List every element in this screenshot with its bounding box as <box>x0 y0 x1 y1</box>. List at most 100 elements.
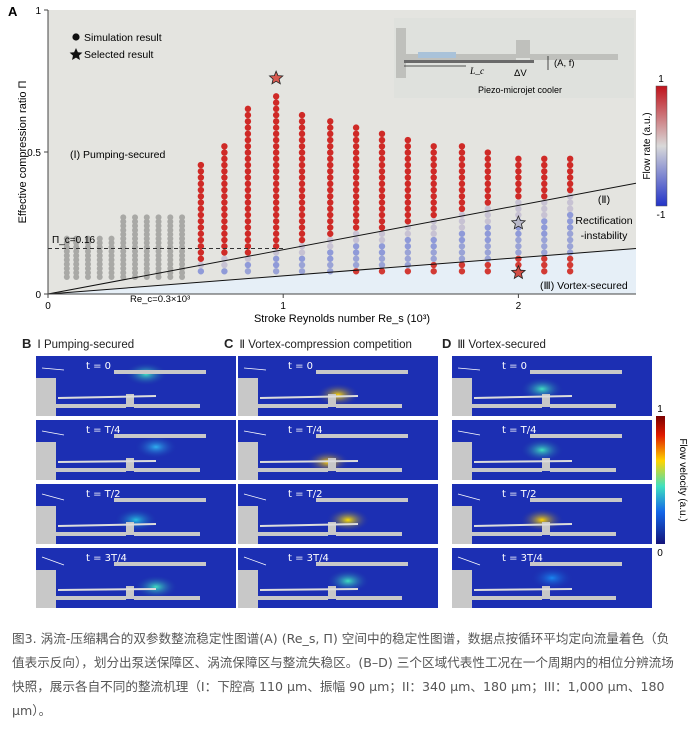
data-point <box>404 155 412 163</box>
panel-b-title: Ⅰ Pumping-secured <box>37 339 135 351</box>
data-point <box>566 243 574 250</box>
data-point <box>167 256 174 263</box>
data-point <box>84 239 91 246</box>
data-point <box>179 231 186 238</box>
flow-frame-d-2: t = T/2 <box>452 484 652 544</box>
legend-star-icon <box>69 48 83 61</box>
data-point <box>120 235 127 242</box>
frame-time-label: t = 0 <box>288 361 314 372</box>
data-point <box>272 105 280 113</box>
data-point <box>404 199 412 206</box>
data-point <box>221 243 228 250</box>
figure-caption: 图3. 涡流-压缩耦合的双参数整流稳定性图谱(A) (Re_s, Π) 空间中的… <box>12 631 674 718</box>
data-point <box>179 248 186 255</box>
data-point <box>430 230 437 237</box>
data-point <box>108 269 115 276</box>
data-point <box>179 218 186 225</box>
data-point <box>84 252 91 259</box>
frame-time-label: t = 0 <box>502 361 528 372</box>
region-label-pumping: (Ⅰ) Pumping-secured <box>70 149 165 161</box>
data-point <box>541 155 548 163</box>
data-point <box>221 161 228 169</box>
data-point <box>244 143 252 150</box>
data-point <box>155 235 162 242</box>
data-point <box>272 93 280 100</box>
data-point <box>352 130 360 138</box>
data-point <box>458 199 466 206</box>
data-point <box>298 174 306 181</box>
data-point <box>244 211 252 219</box>
data-point <box>515 155 522 163</box>
data-point <box>352 180 360 188</box>
data-point <box>566 168 574 175</box>
data-point <box>541 205 548 212</box>
data-point <box>378 161 386 169</box>
data-point <box>167 252 174 259</box>
data-point <box>63 235 70 242</box>
data-point <box>484 236 492 244</box>
data-point <box>272 168 280 175</box>
data-point <box>197 161 205 169</box>
data-point <box>96 248 103 255</box>
data-point <box>244 124 252 131</box>
data-point <box>541 224 548 231</box>
flow-field-graphic <box>452 548 652 608</box>
data-point <box>84 265 91 272</box>
data-point <box>327 174 334 181</box>
flow-field-graphic <box>238 356 438 416</box>
colorbar-min: -1 <box>657 210 666 221</box>
data-point <box>132 231 139 238</box>
data-point <box>272 205 280 212</box>
data-point <box>197 268 205 275</box>
data-point <box>244 136 252 144</box>
data-point <box>327 218 334 225</box>
data-point <box>430 193 437 200</box>
selected-points <box>268 70 527 280</box>
data-point <box>244 149 252 156</box>
data-point <box>73 265 80 272</box>
data-point <box>458 249 466 256</box>
data-point <box>430 180 437 188</box>
data-point <box>404 149 412 156</box>
data-point <box>352 155 360 163</box>
data-point <box>541 161 548 169</box>
data-point <box>155 256 162 263</box>
data-point <box>244 243 252 250</box>
data-point <box>143 265 150 272</box>
data-point <box>155 227 162 234</box>
data-point <box>327 168 334 175</box>
inset-membrane <box>404 60 534 63</box>
data-point <box>484 224 492 231</box>
data-point <box>484 161 492 169</box>
data-point <box>352 136 360 144</box>
data-point <box>327 261 334 269</box>
data-point <box>272 118 280 125</box>
data-point <box>132 252 139 259</box>
data-point <box>272 149 280 156</box>
data-point <box>244 105 252 113</box>
data-point <box>327 124 334 131</box>
data-point <box>515 205 522 212</box>
data-point <box>197 249 205 256</box>
data-point <box>458 155 466 163</box>
data-point <box>197 193 205 200</box>
data-point <box>108 239 115 246</box>
data-point <box>515 243 522 250</box>
data-point <box>566 155 574 163</box>
data-point <box>515 180 522 188</box>
data-point <box>378 193 386 200</box>
data-point <box>96 261 103 268</box>
boundary-lines <box>47 182 637 295</box>
data-point <box>430 149 437 156</box>
data-point <box>430 205 437 212</box>
x-tick-label: 1 <box>280 301 286 312</box>
data-point <box>566 193 574 200</box>
data-point <box>221 268 228 275</box>
y-axis-label: Effective compression ratio Π <box>17 81 29 224</box>
flow-rate-colorbar: 1 -1 Flow rate (a.u.) <box>642 74 668 221</box>
data-point <box>458 268 466 275</box>
data-point <box>73 239 80 246</box>
data-point <box>244 236 252 244</box>
data-point <box>484 243 492 250</box>
data-point <box>84 235 91 242</box>
